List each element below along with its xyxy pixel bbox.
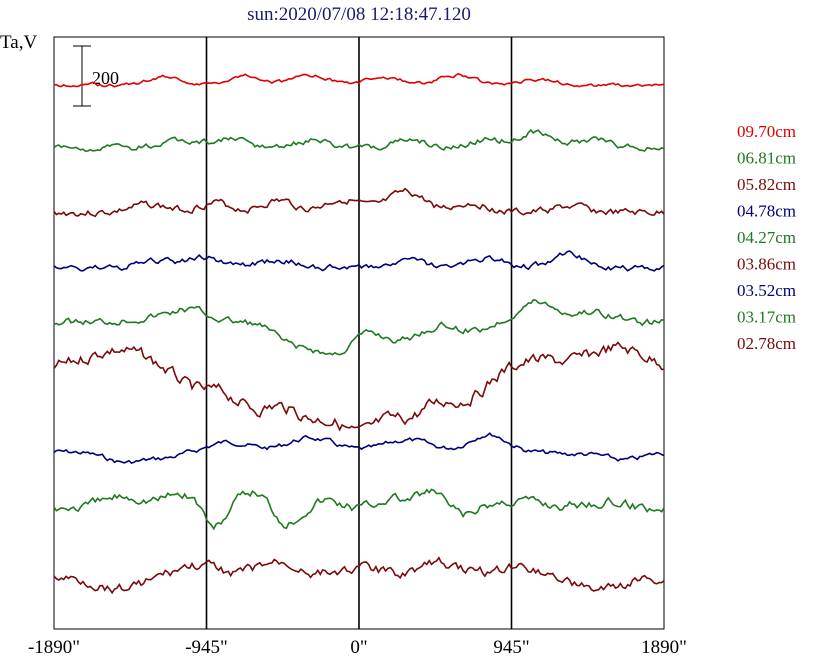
y-axis-label: Ta,V bbox=[0, 32, 37, 53]
legend-entry-5: 03.86cm bbox=[737, 255, 796, 274]
legend-entry-6: 03.52cm bbox=[737, 281, 796, 300]
x-tick-label-1: -945" bbox=[185, 637, 228, 658]
scale-bar-label: 200 bbox=[92, 68, 119, 88]
legend: 09.70cm 06.81cm 05.82cm 04.78cm 04.27cm 03.86… bbox=[737, 122, 796, 353]
x-tick-label-2: 0" bbox=[350, 637, 367, 658]
legend-entry-7: 03.17cm bbox=[737, 308, 796, 327]
x-tick-labels: -1890" -945" 0" 945" 1890" bbox=[28, 637, 687, 658]
series-line-04.27cm bbox=[53, 299, 665, 356]
series-line-03.17cm bbox=[53, 488, 665, 531]
legend-entry-0: 09.70cm bbox=[737, 122, 796, 141]
series-line-09.70cm bbox=[53, 72, 665, 88]
series-line-06.81cm bbox=[53, 128, 665, 153]
legend-entry-1: 06.81cm bbox=[737, 149, 796, 168]
legend-entry-3: 04.78cm bbox=[737, 202, 796, 221]
x-tick-label-0: -1890" bbox=[28, 637, 80, 658]
x-tick-label-4: 1890" bbox=[641, 637, 687, 658]
series-line-05.82cm bbox=[53, 187, 665, 218]
scale-bar: 200 bbox=[73, 45, 119, 107]
x-tick-label-3: 945" bbox=[493, 637, 529, 658]
series-group bbox=[53, 72, 665, 595]
series-line-03.86cm bbox=[53, 341, 665, 432]
series-line-03.52cm bbox=[53, 432, 665, 465]
legend-entry-4: 04.27cm bbox=[737, 228, 796, 247]
series-line-02.78cm bbox=[53, 556, 665, 595]
series-line-04.78cm bbox=[53, 250, 665, 272]
legend-entry-2: 05.82cm bbox=[737, 175, 796, 194]
chart-title: sun:2020/07/08 12:18:47.120 bbox=[247, 4, 471, 25]
legend-entry-8: 02.78cm bbox=[737, 334, 796, 353]
